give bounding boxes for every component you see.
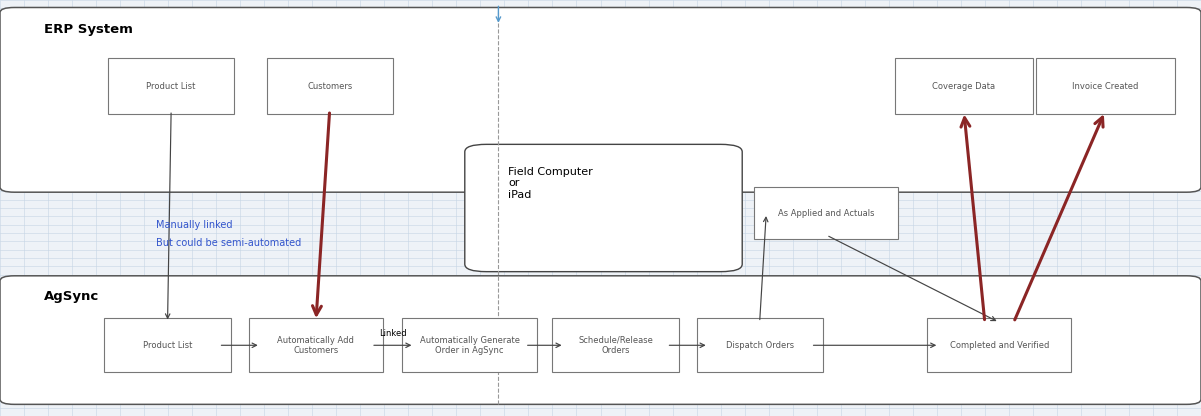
FancyBboxPatch shape [754, 187, 898, 239]
Text: As Applied and Actuals: As Applied and Actuals [778, 209, 874, 218]
FancyBboxPatch shape [0, 7, 1201, 192]
Text: Product List: Product List [143, 341, 192, 350]
FancyBboxPatch shape [697, 318, 823, 372]
Text: Automatically Generate
Order in AgSync: Automatically Generate Order in AgSync [419, 336, 520, 355]
FancyBboxPatch shape [104, 318, 231, 372]
FancyBboxPatch shape [927, 318, 1071, 372]
Text: Product List: Product List [147, 82, 196, 91]
FancyBboxPatch shape [267, 58, 393, 114]
FancyBboxPatch shape [1036, 58, 1175, 114]
Text: Dispatch Orders: Dispatch Orders [725, 341, 794, 350]
FancyBboxPatch shape [895, 58, 1033, 114]
Text: Field Computer
or
iPad: Field Computer or iPad [508, 167, 593, 200]
Text: Automatically Add
Customers: Automatically Add Customers [277, 336, 354, 355]
Text: Customers: Customers [307, 82, 352, 91]
Text: But could be semi-automated: But could be semi-automated [156, 238, 301, 248]
FancyBboxPatch shape [402, 318, 537, 372]
FancyBboxPatch shape [465, 144, 742, 272]
Text: Invoice Created: Invoice Created [1072, 82, 1139, 91]
Text: Manually linked: Manually linked [156, 220, 233, 230]
Text: Coverage Data: Coverage Data [932, 82, 996, 91]
Text: AgSync: AgSync [44, 290, 100, 303]
FancyBboxPatch shape [249, 318, 383, 372]
FancyBboxPatch shape [108, 58, 234, 114]
Text: Schedule/Release
Orders: Schedule/Release Orders [578, 336, 653, 355]
Text: Linked: Linked [378, 329, 407, 338]
FancyBboxPatch shape [0, 276, 1201, 404]
Text: Completed and Verified: Completed and Verified [950, 341, 1048, 350]
Text: ERP System: ERP System [44, 23, 133, 36]
FancyBboxPatch shape [552, 318, 679, 372]
